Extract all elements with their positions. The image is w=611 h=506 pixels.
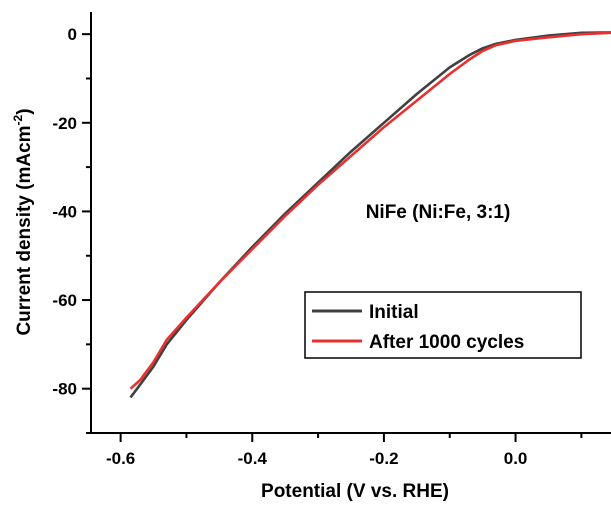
y-tick-label: 0 xyxy=(68,25,77,44)
y-tick-label: -80 xyxy=(52,380,77,399)
x-axis-title: Potential (V vs. RHE) xyxy=(261,481,449,502)
legend-label-initial: Initial xyxy=(369,302,419,323)
legend-label-after-1000-cycles: After 1000 cycles xyxy=(369,332,524,353)
series-line-after-1000-cycles xyxy=(129,31,611,390)
y-axis-title: Current density (mAcm-2) xyxy=(11,108,35,335)
x-tick-label: 0.0 xyxy=(504,449,528,468)
x-tick-label: -0.6 xyxy=(106,449,135,468)
y-tick-label: -60 xyxy=(52,291,77,310)
y-tick-label: -40 xyxy=(52,202,77,221)
y-tick-label: -20 xyxy=(52,114,77,133)
y-axis-title-close: ) xyxy=(14,108,35,114)
legend-box xyxy=(304,291,582,359)
x-tick-label: -0.2 xyxy=(369,449,398,468)
x-tick-label: -0.4 xyxy=(238,449,268,468)
y-axis-title-superscript: -2 xyxy=(11,114,25,125)
legend: Initial After 1000 cycles xyxy=(304,291,582,359)
y-axis-title-main: Current density (mAcm xyxy=(14,125,35,335)
chart-annotation: NiFe (Ni:Fe, 3:1) xyxy=(366,202,511,223)
